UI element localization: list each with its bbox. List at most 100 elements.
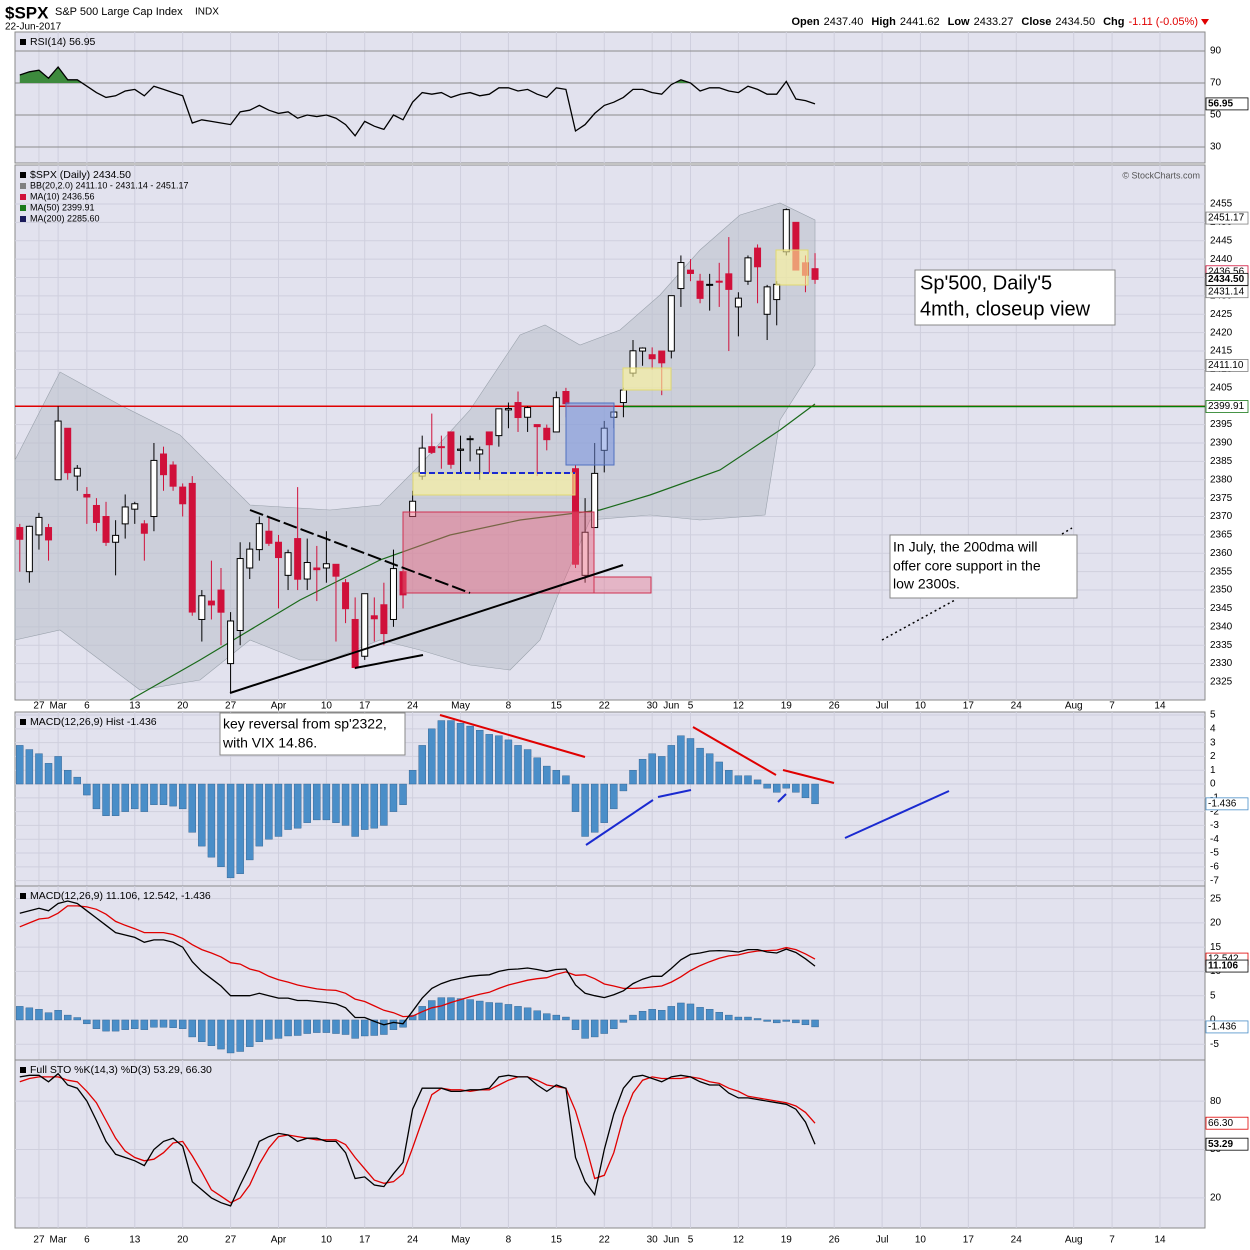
y-tick-label: -5	[1210, 848, 1219, 859]
candle-body	[418, 447, 426, 477]
x-tick-label: 5	[688, 1235, 694, 1246]
histogram-bar	[408, 770, 417, 785]
histogram-bar	[773, 1019, 781, 1024]
candle-body	[696, 280, 704, 299]
candle-body	[255, 523, 263, 551]
y-tick-label: 2425	[1210, 309, 1233, 320]
candle-body	[782, 209, 790, 253]
histogram-bar	[428, 728, 436, 785]
histogram-bar	[773, 783, 781, 793]
plot	[19, 65, 816, 137]
histogram-bar	[389, 1019, 398, 1030]
y-tick-label: 3	[1210, 737, 1216, 748]
x-tick-label: 5	[688, 701, 694, 712]
panel: 205080Full STO %K(14,3) %D(3) 53.29, 66.…	[14, 1059, 1222, 1229]
histogram-bar	[753, 1018, 762, 1021]
y-tick-label: 2330	[1210, 658, 1233, 669]
value-label: 56.95	[1208, 99, 1233, 110]
y-tick-label: 2395	[1210, 419, 1233, 430]
candle-body	[658, 350, 666, 364]
legend-swatch	[20, 1067, 26, 1073]
candle-body	[188, 482, 196, 613]
y-tick-label: 80	[1210, 1096, 1222, 1107]
candle-body	[648, 354, 656, 360]
y-tick-label: 2325	[1210, 677, 1233, 688]
y-tick-label: 2415	[1210, 346, 1233, 357]
y-tick-label: 2440	[1210, 254, 1233, 265]
histogram-bar	[744, 775, 752, 785]
histogram-bar	[466, 725, 474, 785]
value-labels: 66.30 53.29	[1205, 1116, 1249, 1151]
x-tick-label: 20	[177, 1235, 189, 1246]
annotation-text: Sp'500, Daily'5	[920, 272, 1052, 294]
y-tick-label: 0	[1210, 779, 1216, 790]
candle-body	[112, 534, 120, 543]
y-tick-label: 2420	[1210, 327, 1233, 338]
histogram-bar	[696, 1007, 704, 1021]
histogram-bar	[274, 783, 283, 837]
y-tick-label: 2370	[1210, 511, 1233, 522]
candle-body	[236, 558, 244, 632]
y-tick-label: -5	[1210, 1039, 1219, 1050]
value-label: 2431.14	[1208, 286, 1245, 297]
histogram-bar	[753, 779, 762, 785]
value-label: 53.29	[1208, 1139, 1233, 1150]
x-tick-label: 12	[733, 701, 745, 712]
histogram-bar	[705, 1009, 714, 1021]
histogram-bar	[648, 753, 656, 785]
histogram-bar	[686, 738, 695, 785]
divergence-line	[777, 793, 787, 803]
x-tick-label: 17	[359, 701, 371, 712]
histogram-bar	[658, 1010, 666, 1021]
histogram-bar	[648, 1009, 656, 1021]
histogram-bar	[303, 783, 311, 823]
candle-body	[773, 283, 781, 301]
y-tick-label: 2375	[1210, 493, 1233, 504]
candle-body	[246, 548, 254, 569]
histogram-bar	[705, 753, 714, 785]
value-label: 2434.50	[1208, 274, 1245, 285]
candle-body	[179, 486, 187, 505]
histogram-bar	[677, 1002, 685, 1021]
copyright: © StockCharts.com	[1122, 170, 1200, 180]
histogram-bar	[313, 1019, 321, 1033]
candle-body	[485, 431, 493, 446]
y-tick-label: 1	[1210, 765, 1216, 776]
histogram-bar	[140, 783, 149, 812]
histogram-bar	[581, 783, 589, 837]
histogram-bar	[25, 749, 34, 785]
candle-body	[562, 391, 570, 405]
candle-body	[207, 600, 215, 606]
x-tick-label: 12	[733, 1235, 745, 1246]
histogram-bar	[322, 1019, 331, 1033]
histogram-bar	[475, 1000, 484, 1021]
divergence-line	[692, 726, 777, 776]
x-tick-label: 10	[915, 701, 927, 712]
candle-body	[457, 448, 465, 451]
value-label: -1.436	[1208, 1022, 1237, 1033]
candle-body	[811, 268, 819, 280]
symbol: $SPX	[5, 3, 49, 22]
price-drawings	[229, 249, 1073, 694]
candle-body	[342, 582, 350, 610]
histogram-bar	[265, 783, 273, 840]
y-tick-label: 70	[1210, 78, 1222, 89]
annotation: Sp'500, Daily'5 4mth, closeup view	[914, 269, 1116, 326]
candle-body	[332, 563, 340, 577]
x-tick-label: 22	[599, 1235, 611, 1246]
histogram-bar	[533, 1010, 541, 1021]
histogram-bar	[370, 783, 378, 829]
candle-body	[54, 420, 62, 481]
histogram-bar	[466, 999, 474, 1021]
histogram-bar	[658, 756, 666, 785]
x-tick-label: 27	[225, 1235, 237, 1246]
histogram-bar	[92, 783, 101, 810]
histogram-bar	[667, 745, 676, 785]
down-arrow	[1201, 19, 1209, 25]
histogram-bar	[725, 770, 733, 785]
histogram-bar	[198, 1019, 206, 1042]
histogram-bar	[638, 758, 647, 785]
candle-body	[83, 493, 91, 498]
